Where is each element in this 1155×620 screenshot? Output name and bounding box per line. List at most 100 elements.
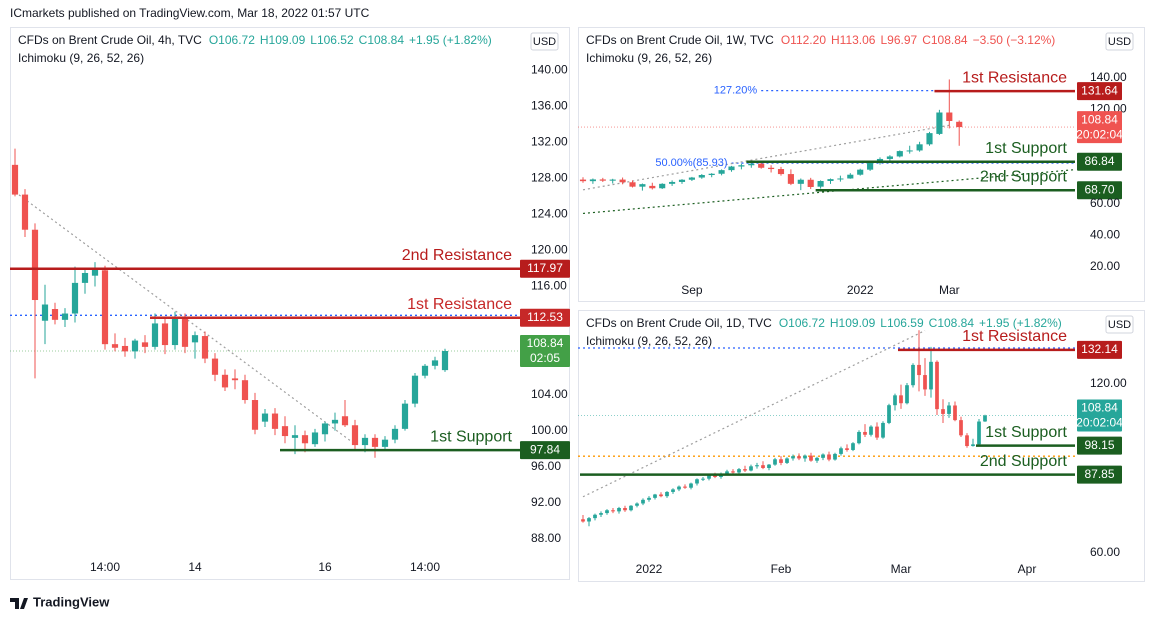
candle-body [718, 170, 725, 174]
candle-body [665, 491, 669, 497]
candle-body [111, 344, 119, 348]
currency-label: USD [533, 36, 556, 48]
x-tick-label: 14:00 [90, 560, 120, 574]
level-tag-label: 112.53 [527, 310, 563, 324]
candle-body [321, 423, 329, 435]
candle-body [688, 177, 695, 180]
level-name: 2nd Support [980, 169, 1068, 186]
currency-box [1105, 32, 1134, 51]
level-tag-label: 98.15 [1084, 438, 1114, 452]
candle-body [647, 497, 651, 500]
candle-body [767, 464, 771, 469]
footer-brand: TradingView [33, 594, 110, 609]
x-tick-label: 16 [318, 560, 332, 574]
level-tag-label: 87.85 [1084, 467, 1114, 481]
y-tick-label: 40.00 [1090, 228, 1120, 242]
candle-body [211, 358, 219, 375]
candle-body [31, 229, 39, 301]
candle-body [768, 167, 775, 170]
candle-body [713, 474, 717, 478]
y-tick-label: 132.00 [531, 135, 568, 149]
candle-body [827, 179, 834, 182]
indicator-label: Ichimoku (9, 26, 52, 26) [18, 51, 144, 65]
candle-body [959, 420, 963, 436]
plot-area [578, 79, 1075, 215]
candle-body [905, 385, 909, 404]
candle-body [748, 163, 755, 166]
publish-header: ICmarkets published on TradingView.com, … [10, 6, 370, 20]
candle-body [71, 282, 79, 314]
currency-box [1105, 315, 1134, 334]
plot-area [578, 330, 1075, 527]
candle-body [956, 121, 963, 128]
candle-body [899, 395, 903, 404]
candle-body [599, 513, 603, 515]
candle-body [421, 365, 429, 376]
candle-body [121, 345, 129, 352]
candle-body [629, 505, 633, 511]
legend-ohlc: H109.09 [830, 316, 876, 330]
x-tick-label: 14:00 [410, 560, 440, 574]
level-tag-label: 117.97 [527, 261, 563, 275]
currency-label: USD [1108, 319, 1131, 331]
legend: CFDs on Brent Crude Oil, 4h, TVC O106.72 H… [18, 33, 492, 47]
legend-ohlc: C108.84 [929, 316, 975, 330]
level-name: 2nd Resistance [402, 247, 512, 264]
last-price-label: 108.84 [527, 336, 564, 350]
legend-ohlc: +1.95 (+1.82%) [979, 316, 1062, 330]
y-tick-label: 140.00 [531, 62, 568, 76]
candle-body [301, 435, 309, 444]
candle-body [191, 335, 199, 343]
candle-body [797, 179, 804, 184]
candle-body [689, 483, 693, 488]
y-tick-label: 120.00 [1090, 376, 1127, 390]
candle-body [51, 309, 59, 320]
level-tag-label: 68.70 [1084, 182, 1114, 196]
level-name: 1st Resistance [962, 328, 1067, 345]
indicator-label: Ichimoku (9, 26, 52, 26) [586, 334, 712, 348]
candle-body [171, 317, 179, 346]
candle-body [929, 361, 933, 390]
candle-body [181, 317, 189, 347]
y-tick-label: 20.00 [1090, 259, 1120, 273]
candle-body [678, 179, 686, 182]
candle-body [101, 270, 109, 345]
x-tick-label: Mar [891, 562, 912, 576]
candle-body [837, 178, 844, 180]
candle-body [773, 459, 777, 465]
x-tick-label: 2022 [636, 562, 663, 576]
candle-body [161, 323, 169, 346]
level-tag [1077, 82, 1122, 101]
trendline [582, 330, 926, 498]
candle-body [251, 400, 259, 430]
candle-body [857, 169, 864, 175]
candle-body [579, 179, 587, 182]
candle-body [755, 465, 759, 467]
legend-ohlc: O112.20 [781, 33, 826, 47]
level-tag [1077, 340, 1122, 359]
candle-body [738, 165, 745, 167]
candle-body [777, 169, 785, 175]
x-tick-label: Sep [681, 283, 703, 297]
candle-body [677, 486, 681, 490]
candle-body [221, 374, 229, 388]
legend-ohlc: C108.84 [922, 33, 968, 47]
trendline [582, 124, 950, 191]
legend-ohlc: C108.84 [359, 33, 405, 47]
footer-logo [10, 598, 28, 609]
candle-body [611, 510, 615, 512]
candle-body [817, 181, 824, 187]
y-tick-label: 88.00 [531, 531, 561, 545]
candle-body [371, 437, 379, 447]
candle-body [965, 435, 969, 447]
legend-ohlc: H113.06 [831, 33, 876, 47]
candle-body [839, 448, 843, 454]
y-tick-label: 60.00 [1090, 545, 1120, 559]
countdown-label: 20:02:04 [1076, 416, 1123, 430]
candle-body [886, 156, 893, 159]
level-tag [1077, 181, 1122, 200]
legend-ohlc: L106.52 [310, 33, 354, 47]
y-tick-label: 104.00 [531, 387, 568, 401]
candle-body [863, 431, 867, 435]
